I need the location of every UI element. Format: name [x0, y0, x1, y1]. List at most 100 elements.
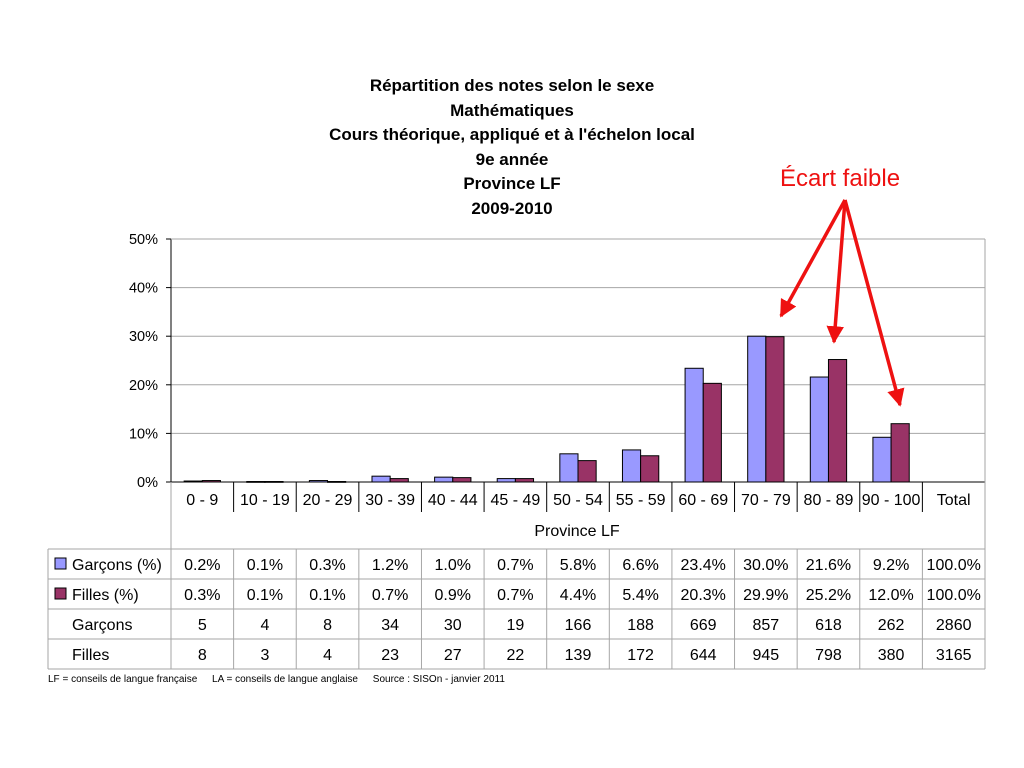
bar-filles: [640, 455, 660, 483]
table-cell: 0.7%: [497, 557, 533, 574]
annotation-arrow: [779, 199, 847, 318]
x-axis: 0 - 9 10 - 19 20 - 29 30 - 39 40 - 44 45 - 49…: [170, 482, 986, 549]
category-label: Total: [937, 492, 971, 509]
table-cell: 22: [506, 647, 524, 664]
table-cell: 4: [260, 617, 269, 634]
table-cell: 857: [752, 617, 779, 634]
table-cell: 27: [444, 647, 462, 664]
bar-garcons: [621, 449, 642, 483]
bar-garcons: [809, 376, 829, 483]
bar-filles: [765, 336, 785, 483]
table-cell: 166: [565, 617, 592, 634]
frame-layer: [170, 238, 986, 483]
table-cell: 9.2%: [873, 557, 909, 574]
category-label: 55 - 59: [616, 492, 666, 509]
y-tick-label: 0%: [137, 475, 158, 491]
bar-garcons: [559, 453, 579, 483]
bar-filles: [389, 478, 409, 483]
bar-filles: [827, 359, 848, 483]
table-cell: 4: [323, 647, 332, 664]
category-label: 70 - 79: [741, 492, 791, 509]
chart-title-line-4: 9e année: [475, 149, 549, 169]
bars-layer: [183, 335, 910, 483]
chart-title-line-1: Répartition des notes selon le sexe: [369, 76, 655, 95]
y-tick-label: 50%: [129, 232, 158, 248]
bar-garcons: [872, 436, 892, 483]
table-cell: 644: [690, 647, 717, 664]
table-cell: 6.6%: [622, 557, 658, 574]
bar-garcons: [496, 478, 516, 483]
category-label: 10 - 19: [240, 492, 290, 509]
bar-filles: [577, 460, 597, 483]
table-row-label: Garçons: [72, 617, 132, 634]
table-cell: 1.0%: [435, 557, 471, 574]
chart-title-line-6: 2009-2010: [471, 198, 553, 218]
table-cell: 4.4%: [560, 587, 596, 604]
category-label: 0 - 9: [186, 492, 218, 509]
table-cell: 0.3%: [184, 587, 220, 604]
table-cell: 30.0%: [743, 557, 788, 574]
table-cell: 618: [815, 617, 842, 634]
category-label: 40 - 44: [428, 492, 478, 509]
table-cell: 5.4%: [622, 587, 658, 604]
table-cell: 30: [444, 617, 462, 634]
table-cell: 188: [627, 617, 654, 634]
table-cell: 2860: [936, 617, 972, 634]
bar-garcons: [684, 367, 704, 483]
table-cell: 19: [506, 617, 524, 634]
table-cell: 23: [381, 647, 399, 664]
table-cell: 100.0%: [927, 557, 981, 574]
table-cell: 0.1%: [309, 587, 345, 604]
chart-title-line-2: Mathématiques: [450, 100, 574, 120]
y-axis: 0% 10% 20% 30% 40% 50%: [129, 232, 171, 491]
annotation-arrow: [826, 199, 847, 344]
chart-title: Répartition des notes selon le sexe Math…: [262, 74, 762, 221]
y-tick-label: 20%: [129, 378, 158, 394]
table-cell: 5: [198, 617, 207, 634]
table-cell: 945: [752, 647, 779, 664]
footnote-source: Source : SISOn - janvier 2011: [372, 674, 505, 685]
table-cell: 172: [627, 647, 654, 664]
table-cell: 100.0%: [927, 587, 981, 604]
table-cell: 23.4%: [681, 557, 726, 574]
bar-garcons: [434, 476, 454, 483]
category-label: 60 - 69: [678, 492, 728, 509]
bar-garcons: [371, 475, 391, 483]
annotation-label: Écart faible: [780, 165, 901, 192]
table-cell: 0.3%: [309, 557, 345, 574]
table-cell: 34: [381, 617, 399, 634]
category-label: 80 - 89: [804, 492, 854, 509]
category-label: 30 - 39: [365, 492, 415, 509]
annotation-arrows: [779, 199, 905, 407]
legend-swatch: [54, 587, 67, 600]
table-row-label: Filles: [72, 647, 109, 664]
table-row-label: Filles (%): [72, 587, 139, 604]
table-cell: 262: [878, 617, 905, 634]
table-cell: 380: [878, 647, 905, 664]
table-cell: 25.2%: [806, 587, 851, 604]
footnote: LF = conseils de langue française LA = c…: [48, 674, 517, 685]
footnote-lf: LF = conseils de langue française: [48, 674, 198, 685]
table-cell: 0.9%: [435, 587, 471, 604]
table-cell: 3165: [936, 647, 972, 664]
table-cell: 8: [323, 617, 332, 634]
table-cell: 8: [198, 647, 207, 664]
table-cell: 139: [565, 647, 592, 664]
table-cell: 0.1%: [247, 557, 283, 574]
bar-garcons: [747, 335, 767, 483]
data-table: Garçons (%) 0.2% 0.1% 0.3% 1.2% 1.0% 0.7% 5.8% 6…: [47, 482, 986, 670]
category-label: 20 - 29: [303, 492, 353, 509]
table-cell: 0.1%: [247, 587, 283, 604]
table-cell: 669: [690, 617, 717, 634]
footnote-la: LA = conseils de langue anglaise: [212, 674, 358, 685]
table-cell: 0.2%: [184, 557, 220, 574]
y-tick-label: 40%: [129, 281, 158, 297]
table-cell: 5.8%: [560, 557, 596, 574]
x-axis-title: Province LF: [534, 523, 620, 540]
category-label: 50 - 54: [553, 492, 603, 509]
bar-filles: [702, 382, 722, 483]
chart-title-line-5: Province LF: [463, 174, 561, 193]
chart-title-line-3: Cours théorique, appliqué et à l'échelon…: [329, 125, 695, 144]
y-tick-label: 10%: [129, 426, 158, 442]
table-cell: 21.6%: [806, 557, 851, 574]
